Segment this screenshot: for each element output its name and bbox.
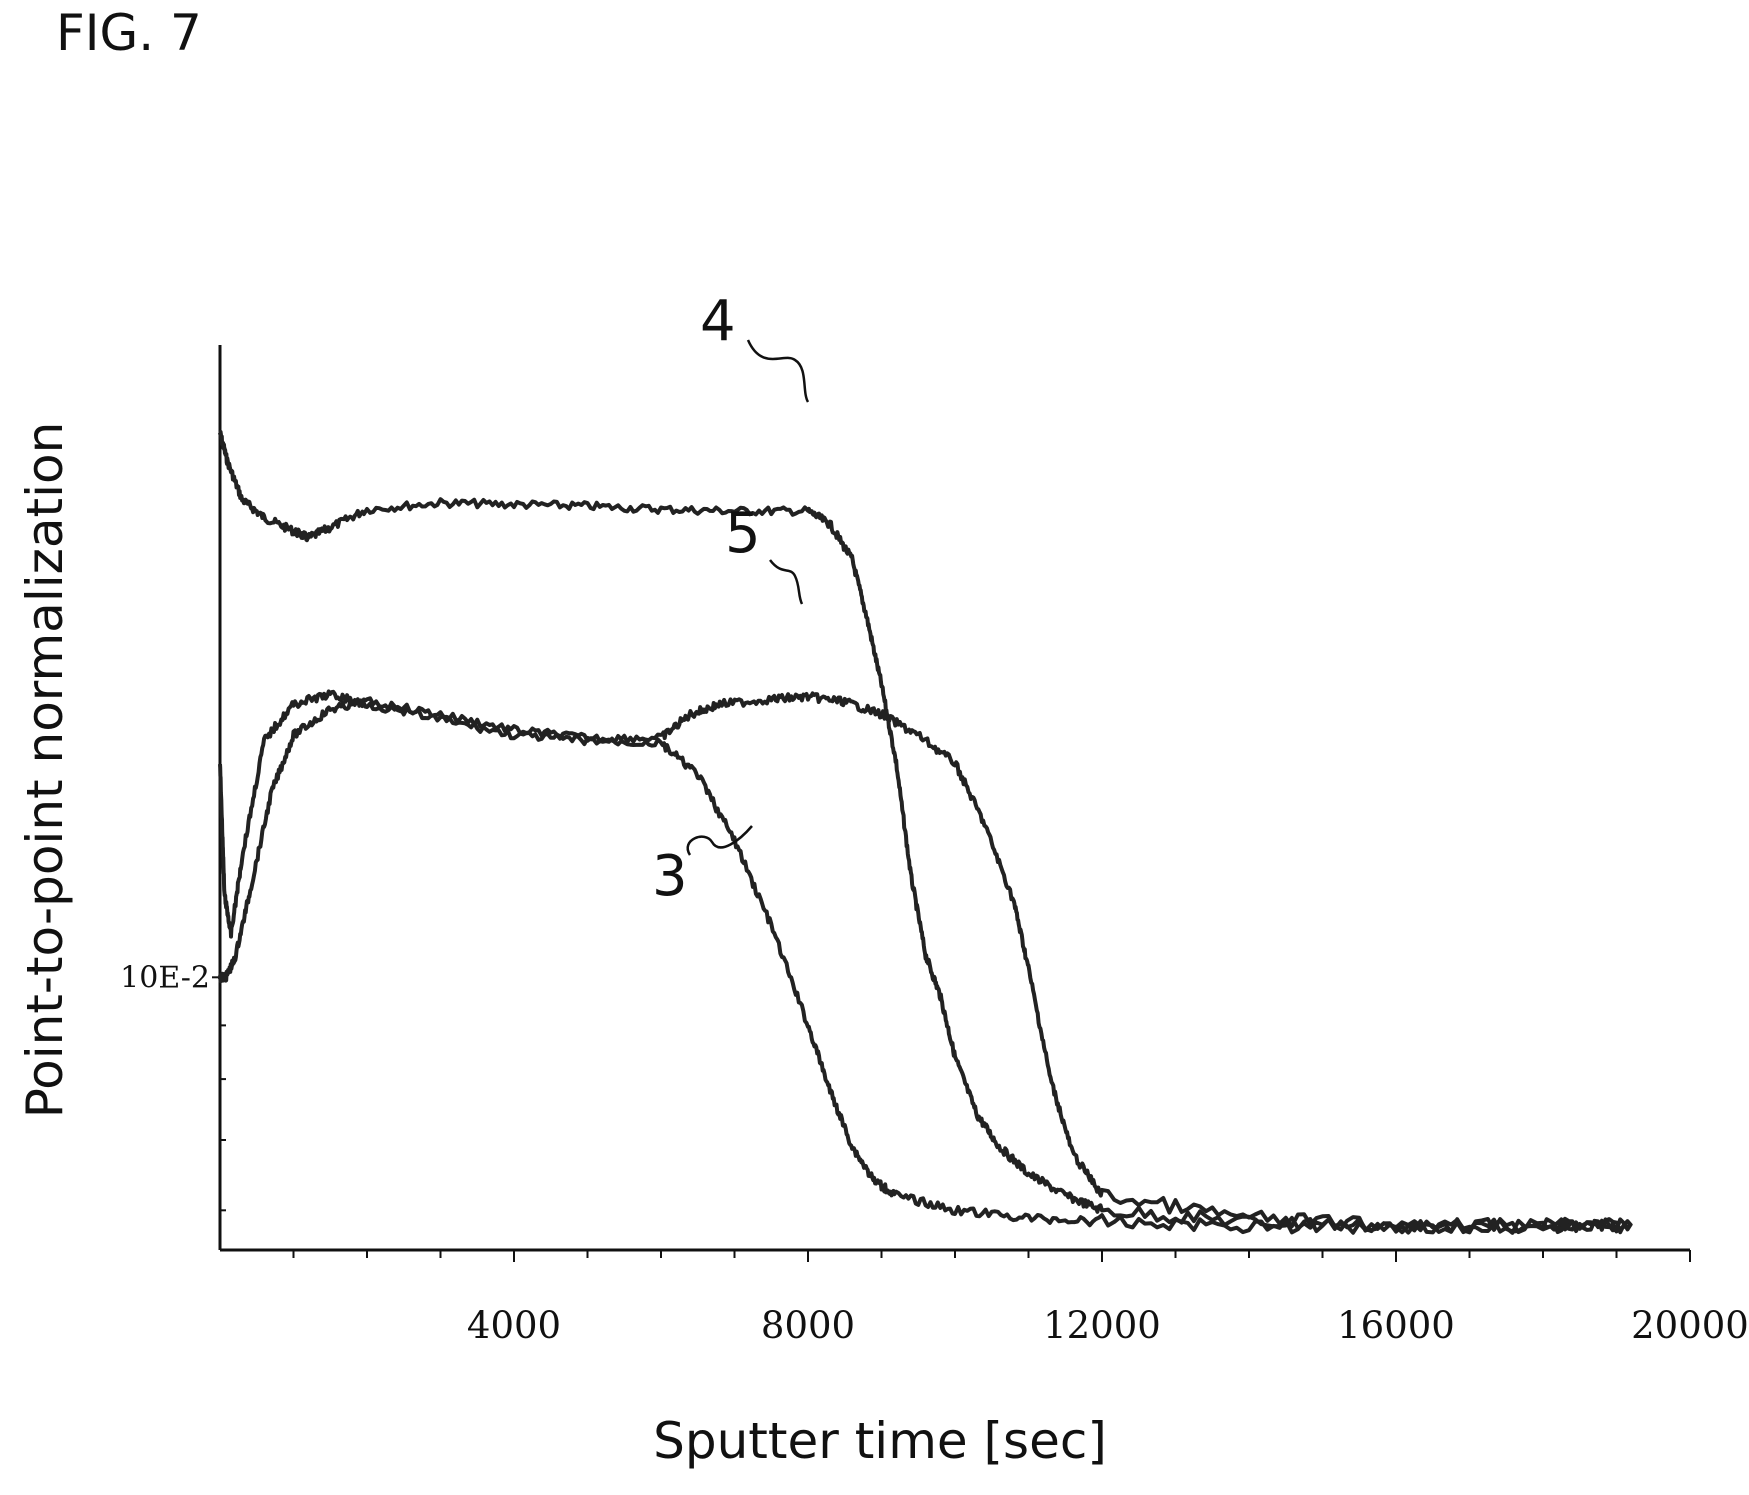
figure-label: FIG. 7	[56, 4, 202, 62]
y-axis-title: Point-to-point normalization	[16, 422, 74, 1119]
x-axis-ticks: 4000 8000 12000 16000 20000	[292, 1250, 1749, 1347]
x-tick-label: 8000	[761, 1304, 855, 1347]
x-tick-label: 4000	[467, 1304, 561, 1347]
y-axis-ticks: 10E-2	[120, 960, 226, 1212]
x-tick-label: 16000	[1337, 1304, 1455, 1347]
curve-label-5: 5	[725, 501, 761, 566]
axes	[218, 345, 1690, 1252]
x-tick-label: 12000	[1043, 1304, 1161, 1347]
series-line-5	[218, 691, 1633, 1235]
series-group	[218, 430, 1633, 1235]
series-line-4	[218, 430, 1633, 1235]
callout-leader-4	[746, 339, 810, 403]
callout-leader-5	[769, 559, 804, 605]
x-axis-title: Sputter time [sec]	[653, 1412, 1107, 1470]
callouts: 4 5 3	[652, 289, 810, 909]
callout-leader-3	[686, 825, 753, 856]
curve-label-3: 3	[652, 844, 688, 909]
x-tick-label: 20000	[1631, 1304, 1749, 1347]
series-line-3	[218, 689, 1633, 1235]
curve-label-4: 4	[700, 289, 736, 354]
y-tick-label: 10E-2	[120, 960, 210, 995]
